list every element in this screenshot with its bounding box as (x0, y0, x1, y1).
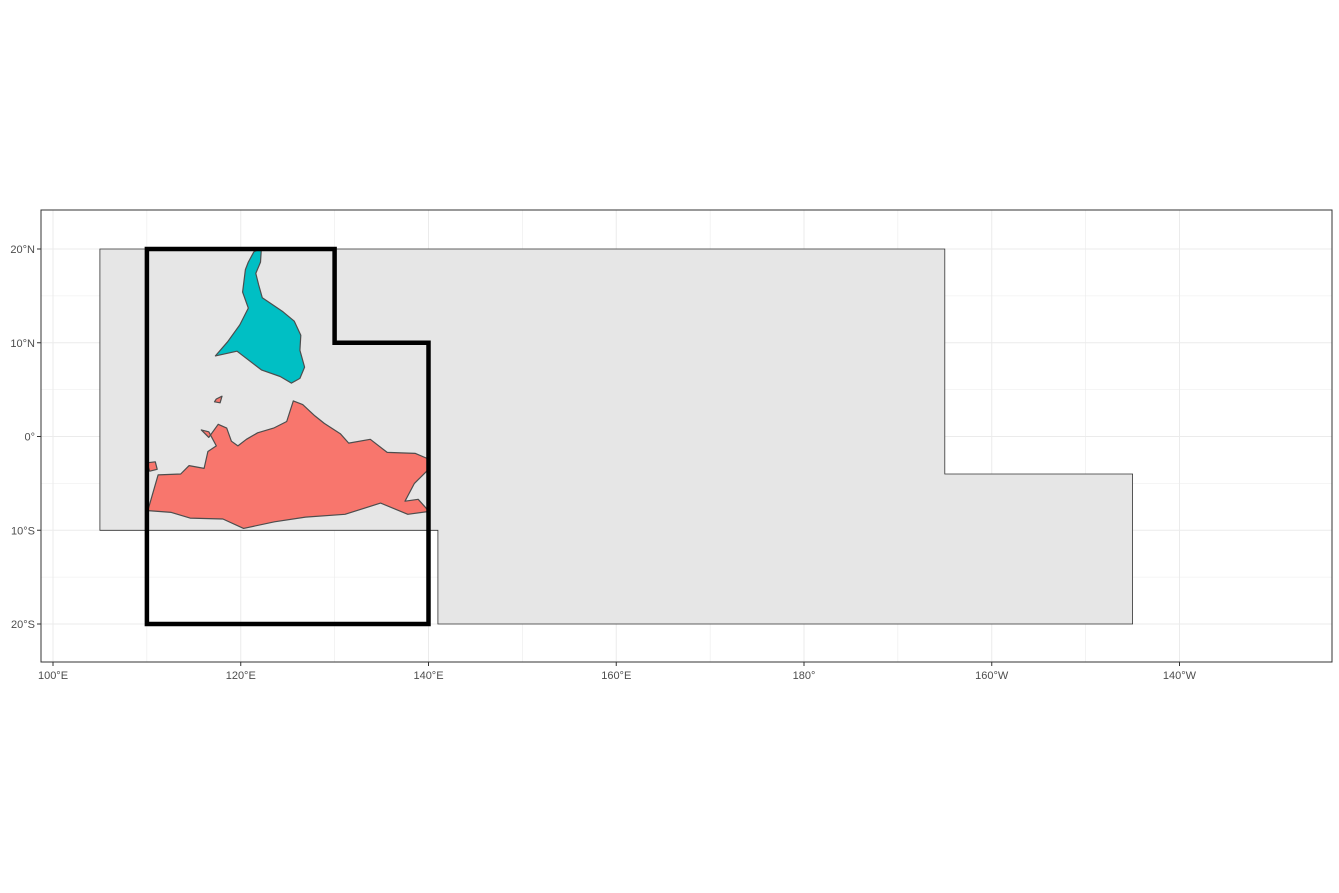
x-tick-label: 160°W (975, 670, 1009, 682)
x-tick-label: 120°E (226, 670, 256, 682)
x-tick-label: 140°E (413, 670, 443, 682)
y-tick-label: 20°N (10, 244, 35, 256)
map-layers (99, 246, 1133, 627)
y-tick-label: 10°N (10, 338, 35, 350)
land-polygon-land-south (147, 400, 430, 530)
y-axis: 20°N 10°N 0° 10°S 20°S (10, 244, 41, 631)
x-tick-label: 180° (793, 670, 816, 682)
land-polygon-islet (213, 395, 223, 404)
x-tick-label: 100°E (38, 670, 68, 682)
y-tick-label: 20°S (11, 619, 35, 631)
x-tick-label: 140°W (1163, 670, 1197, 682)
y-tick-label: 10°S (11, 525, 35, 537)
x-tick-label: 160°E (601, 670, 631, 682)
x-axis: 100°E 120°E 140°E 160°E 180° 160°W 140°W (38, 662, 1197, 682)
land-polygon-north (214, 247, 306, 384)
highlight-region-outline (144, 246, 431, 627)
y-tick-label: 0° (24, 432, 35, 444)
